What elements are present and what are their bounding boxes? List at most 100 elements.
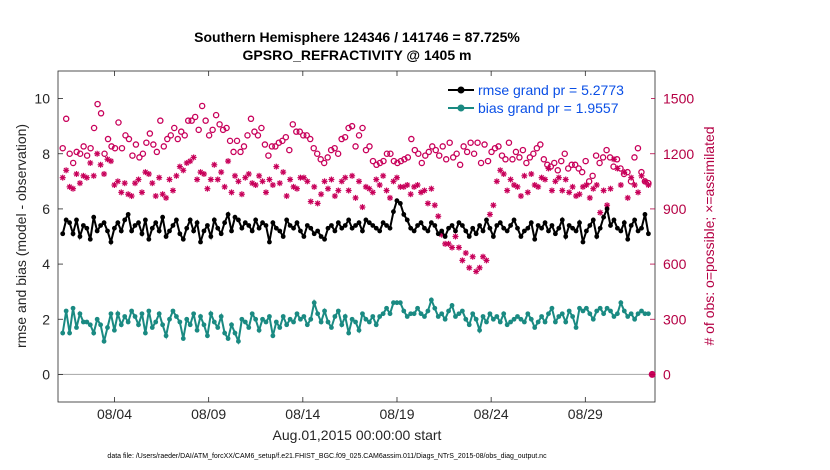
bias-point	[180, 336, 186, 341]
obs-assimilated-point	[342, 174, 349, 181]
bias-point	[411, 311, 417, 317]
rmse-point	[225, 212, 231, 217]
bias-point	[132, 314, 138, 319]
obs-possible-point	[237, 148, 244, 156]
rmse-point	[539, 225, 545, 231]
rmse-point	[142, 217, 148, 223]
obs-assimilated-point	[455, 244, 462, 251]
bias-point	[177, 319, 183, 325]
bias-point	[263, 319, 269, 325]
rmse-point	[556, 225, 562, 231]
plot-area	[57, 70, 656, 403]
obs-assimilated-point	[624, 194, 631, 201]
rmse-point	[635, 228, 641, 234]
obs-possible-point	[160, 143, 168, 150]
bias-point	[404, 314, 410, 319]
y-tick-label: 6	[42, 201, 50, 217]
obs-assimilated-point	[542, 176, 549, 183]
bias-point	[377, 314, 383, 319]
obs-possible-point	[533, 144, 541, 152]
bias-point	[439, 311, 445, 317]
obs-assimilated-point	[287, 176, 294, 183]
bias-point	[77, 311, 83, 317]
obs-assimilated-point	[428, 185, 435, 192]
obs-possible-point	[355, 132, 363, 139]
bias-point	[101, 338, 107, 344]
obs-possible-point	[561, 150, 568, 157]
rmse-point	[387, 225, 393, 231]
obs-assimilated-point	[393, 174, 400, 181]
rmse-point	[501, 225, 507, 231]
obs-possible-point	[202, 117, 209, 124]
x-tick-label: 08/04	[97, 406, 132, 422]
bias-point	[301, 314, 307, 319]
bias-point	[225, 336, 231, 341]
bias-point	[63, 308, 69, 314]
obs-possible-point	[425, 148, 433, 156]
obs-possible-point	[498, 152, 506, 159]
obs-possible-point	[272, 143, 279, 150]
obs-possible-point	[429, 143, 436, 150]
obs-assimilated-point	[555, 174, 562, 181]
obs-possible-point	[362, 146, 370, 154]
obs-assimilated-point	[583, 182, 590, 189]
rmse-point	[136, 220, 141, 226]
obs-possible-point	[310, 144, 317, 152]
rmse-point	[453, 228, 458, 234]
obs-assimilated-point	[614, 165, 621, 172]
rmse-point	[511, 217, 517, 223]
obs-assimilated-point	[152, 193, 159, 200]
obs-assimilated-point	[631, 182, 638, 189]
obs-possible-point	[195, 126, 202, 134]
obs-possible-point	[603, 146, 610, 154]
obs-possible-point	[136, 154, 143, 161]
rmse-point	[577, 220, 582, 226]
obs-possible-point	[502, 156, 509, 163]
bias-point	[201, 322, 207, 328]
obs-assimilated-point	[266, 176, 273, 183]
rmse-point	[329, 223, 334, 228]
bias-point	[277, 325, 283, 330]
obs-possible-point	[578, 168, 586, 176]
bias-point	[111, 327, 117, 333]
obs-possible-point	[474, 139, 481, 146]
obs-possible-point	[634, 144, 642, 152]
bias-point	[136, 322, 141, 328]
obs-possible-point	[230, 148, 237, 156]
obs-assimilated-point	[628, 174, 635, 181]
bias-point	[521, 319, 527, 325]
obs-possible-point	[247, 115, 255, 123]
rmse-point	[236, 217, 241, 223]
legend: rmse grand pr = 5.2773 bias grand pr = 1…	[443, 78, 651, 120]
rmse-point	[339, 225, 345, 231]
bias-point	[446, 308, 451, 314]
rmse-point	[401, 212, 407, 217]
obs-possible-point	[432, 146, 439, 154]
obs-assimilated-point	[504, 187, 511, 194]
obs-possible-point	[115, 119, 122, 126]
bias-point	[573, 325, 579, 330]
bias-point	[511, 316, 517, 322]
obs-assimilated-point	[135, 176, 142, 183]
obs-possible-point	[226, 137, 234, 145]
rmse-point	[335, 220, 341, 226]
bias-point	[570, 314, 576, 319]
obs-possible-point	[463, 148, 471, 156]
bias-point	[473, 316, 479, 322]
obs-assimilated-point	[431, 202, 438, 209]
rmse-point	[415, 223, 420, 228]
obs-possible-point	[537, 141, 544, 148]
obs-assimilated-point	[462, 250, 469, 257]
rmse-point	[256, 225, 262, 231]
bias-point	[580, 308, 586, 314]
obs-possible-point	[174, 135, 182, 143]
bias-point	[577, 305, 582, 311]
rmse-point	[549, 223, 555, 228]
obs-assimilated-point	[173, 172, 180, 179]
bias-point	[191, 311, 197, 317]
rmse-point	[477, 223, 482, 228]
rmse-point	[167, 228, 172, 234]
rmse-point	[277, 228, 283, 234]
bias-point	[518, 316, 524, 322]
bias-point	[125, 319, 131, 325]
